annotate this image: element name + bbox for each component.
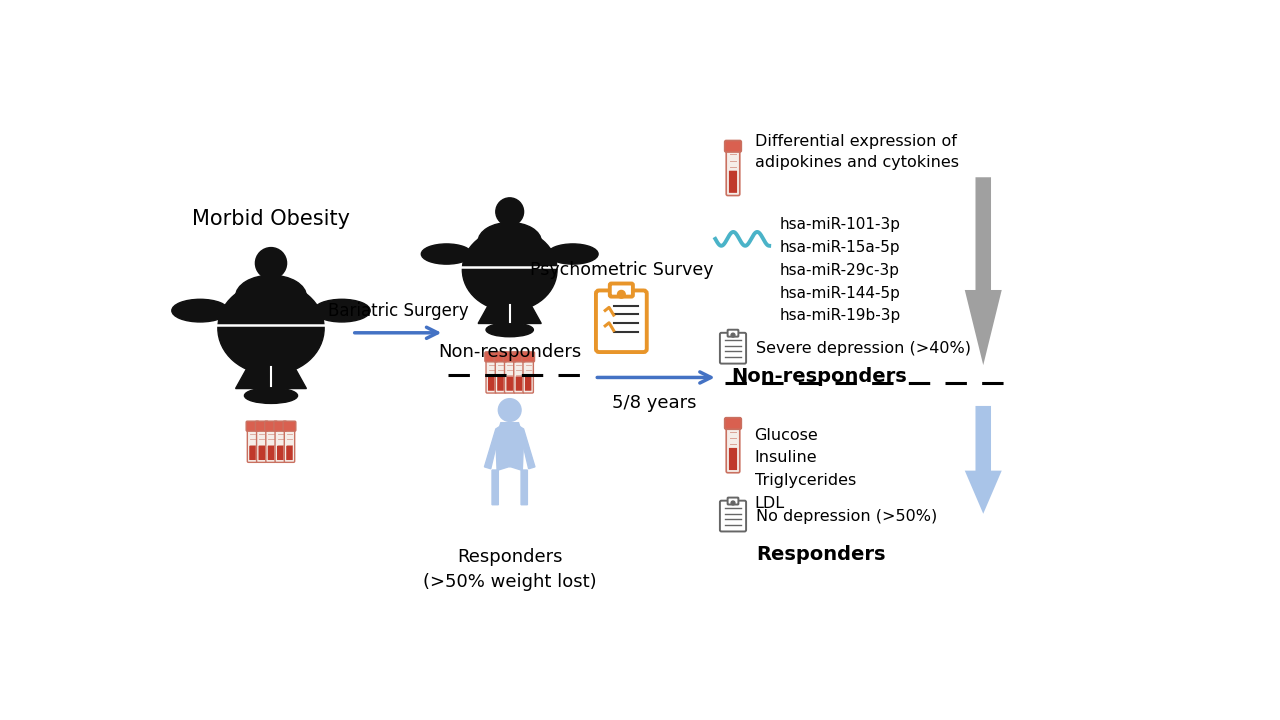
Circle shape [498, 399, 521, 421]
FancyBboxPatch shape [609, 284, 632, 297]
Ellipse shape [172, 300, 229, 322]
FancyBboxPatch shape [728, 171, 737, 193]
Text: Responders: Responders [756, 544, 886, 564]
FancyBboxPatch shape [259, 446, 265, 460]
Circle shape [731, 501, 735, 505]
Text: Differential expression of
adipokines and cytokines: Differential expression of adipokines an… [755, 134, 959, 170]
FancyBboxPatch shape [727, 330, 739, 337]
FancyBboxPatch shape [524, 357, 534, 393]
Polygon shape [518, 426, 535, 469]
FancyBboxPatch shape [284, 426, 294, 462]
FancyBboxPatch shape [507, 377, 513, 391]
FancyBboxPatch shape [497, 377, 504, 391]
Text: Non-responders: Non-responders [438, 343, 581, 361]
FancyBboxPatch shape [503, 352, 516, 362]
FancyBboxPatch shape [268, 446, 274, 460]
FancyBboxPatch shape [522, 352, 535, 362]
FancyBboxPatch shape [283, 421, 296, 431]
Text: Morbid Obesity: Morbid Obesity [192, 209, 349, 229]
Text: Psychometric Survey: Psychometric Survey [530, 261, 713, 279]
Polygon shape [965, 177, 1002, 365]
Text: Bariatric Surgery: Bariatric Surgery [328, 302, 468, 320]
FancyBboxPatch shape [512, 352, 525, 362]
FancyBboxPatch shape [728, 448, 737, 470]
Polygon shape [479, 307, 541, 323]
FancyBboxPatch shape [719, 500, 746, 531]
FancyBboxPatch shape [275, 426, 285, 462]
Polygon shape [965, 406, 1002, 514]
Circle shape [256, 248, 287, 279]
FancyBboxPatch shape [256, 421, 268, 431]
FancyBboxPatch shape [719, 333, 746, 364]
FancyBboxPatch shape [596, 290, 646, 352]
Polygon shape [484, 426, 500, 469]
Text: Severe depression (>40%): Severe depression (>40%) [756, 341, 972, 356]
Circle shape [495, 198, 524, 225]
FancyBboxPatch shape [724, 418, 741, 429]
Ellipse shape [479, 222, 541, 261]
FancyBboxPatch shape [724, 140, 741, 152]
Text: hsa-miR-101-3p
hsa-miR-15a-5p
hsa-miR-29c-3p
hsa-miR-144-5p
hsa-miR-19b-3p: hsa-miR-101-3p hsa-miR-15a-5p hsa-miR-29… [780, 217, 900, 323]
Circle shape [617, 290, 625, 298]
FancyBboxPatch shape [727, 498, 739, 505]
Ellipse shape [244, 388, 297, 403]
Ellipse shape [236, 275, 306, 318]
FancyBboxPatch shape [516, 377, 522, 391]
FancyBboxPatch shape [495, 357, 506, 393]
FancyBboxPatch shape [485, 352, 498, 362]
FancyBboxPatch shape [250, 446, 256, 460]
FancyBboxPatch shape [525, 377, 531, 391]
Ellipse shape [548, 244, 598, 264]
FancyBboxPatch shape [247, 426, 257, 462]
Text: Responders
(>50% weight lost): Responders (>50% weight lost) [422, 549, 596, 590]
FancyBboxPatch shape [504, 357, 515, 393]
Polygon shape [236, 369, 306, 389]
Circle shape [731, 333, 735, 337]
FancyBboxPatch shape [726, 424, 740, 473]
FancyBboxPatch shape [513, 357, 524, 393]
Ellipse shape [314, 300, 370, 322]
FancyBboxPatch shape [266, 426, 276, 462]
FancyBboxPatch shape [486, 357, 497, 393]
Text: No depression (>50%): No depression (>50%) [756, 508, 937, 523]
Ellipse shape [462, 229, 557, 311]
Polygon shape [492, 423, 527, 505]
FancyBboxPatch shape [494, 352, 507, 362]
FancyBboxPatch shape [287, 446, 293, 460]
Ellipse shape [421, 244, 472, 264]
FancyBboxPatch shape [256, 426, 268, 462]
FancyBboxPatch shape [265, 421, 278, 431]
FancyBboxPatch shape [488, 377, 494, 391]
Ellipse shape [218, 282, 324, 374]
FancyBboxPatch shape [276, 446, 283, 460]
Ellipse shape [486, 323, 534, 337]
Text: 5/8 years: 5/8 years [612, 395, 696, 413]
Text: Glucose
Insuline
Triglycerides
LDL: Glucose Insuline Triglycerides LDL [755, 428, 856, 511]
FancyBboxPatch shape [246, 421, 259, 431]
Text: Non-responders: Non-responders [731, 367, 908, 387]
FancyBboxPatch shape [274, 421, 287, 431]
FancyBboxPatch shape [726, 147, 740, 196]
